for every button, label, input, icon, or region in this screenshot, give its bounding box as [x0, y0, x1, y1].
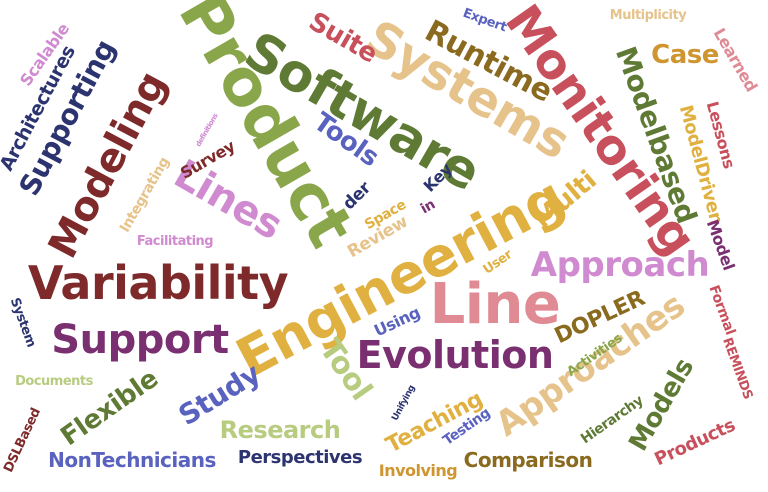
word-line: Line [429, 272, 561, 337]
word-definitions: definitions [193, 111, 220, 148]
word-involving: Involving [378, 461, 458, 480]
word-dslbased: DSLBased [0, 405, 44, 475]
word-multiplicity: Multiplicity [609, 7, 687, 23]
word-documents: Documents [15, 373, 93, 389]
word-formal: Formal [705, 283, 739, 337]
word-approach: Approach [530, 245, 710, 285]
word-reminds: REMINDS [718, 335, 756, 401]
word-expert: Expert [461, 5, 509, 35]
word-perspectives: Perspectives [237, 447, 363, 468]
word-variability: Variability [27, 256, 289, 310]
word-unifying: Unifying [390, 383, 418, 423]
word-support: Support [51, 317, 229, 363]
word-research: Research [219, 416, 341, 444]
word-evolution: Evolution [356, 333, 554, 377]
word-nontechnicians: NonTechnicians [48, 448, 216, 472]
word-in: in [418, 196, 438, 218]
word-comparison: Comparison [463, 448, 593, 472]
word-case: Case [651, 40, 719, 70]
word-facilitating: Facilitating [136, 233, 214, 249]
